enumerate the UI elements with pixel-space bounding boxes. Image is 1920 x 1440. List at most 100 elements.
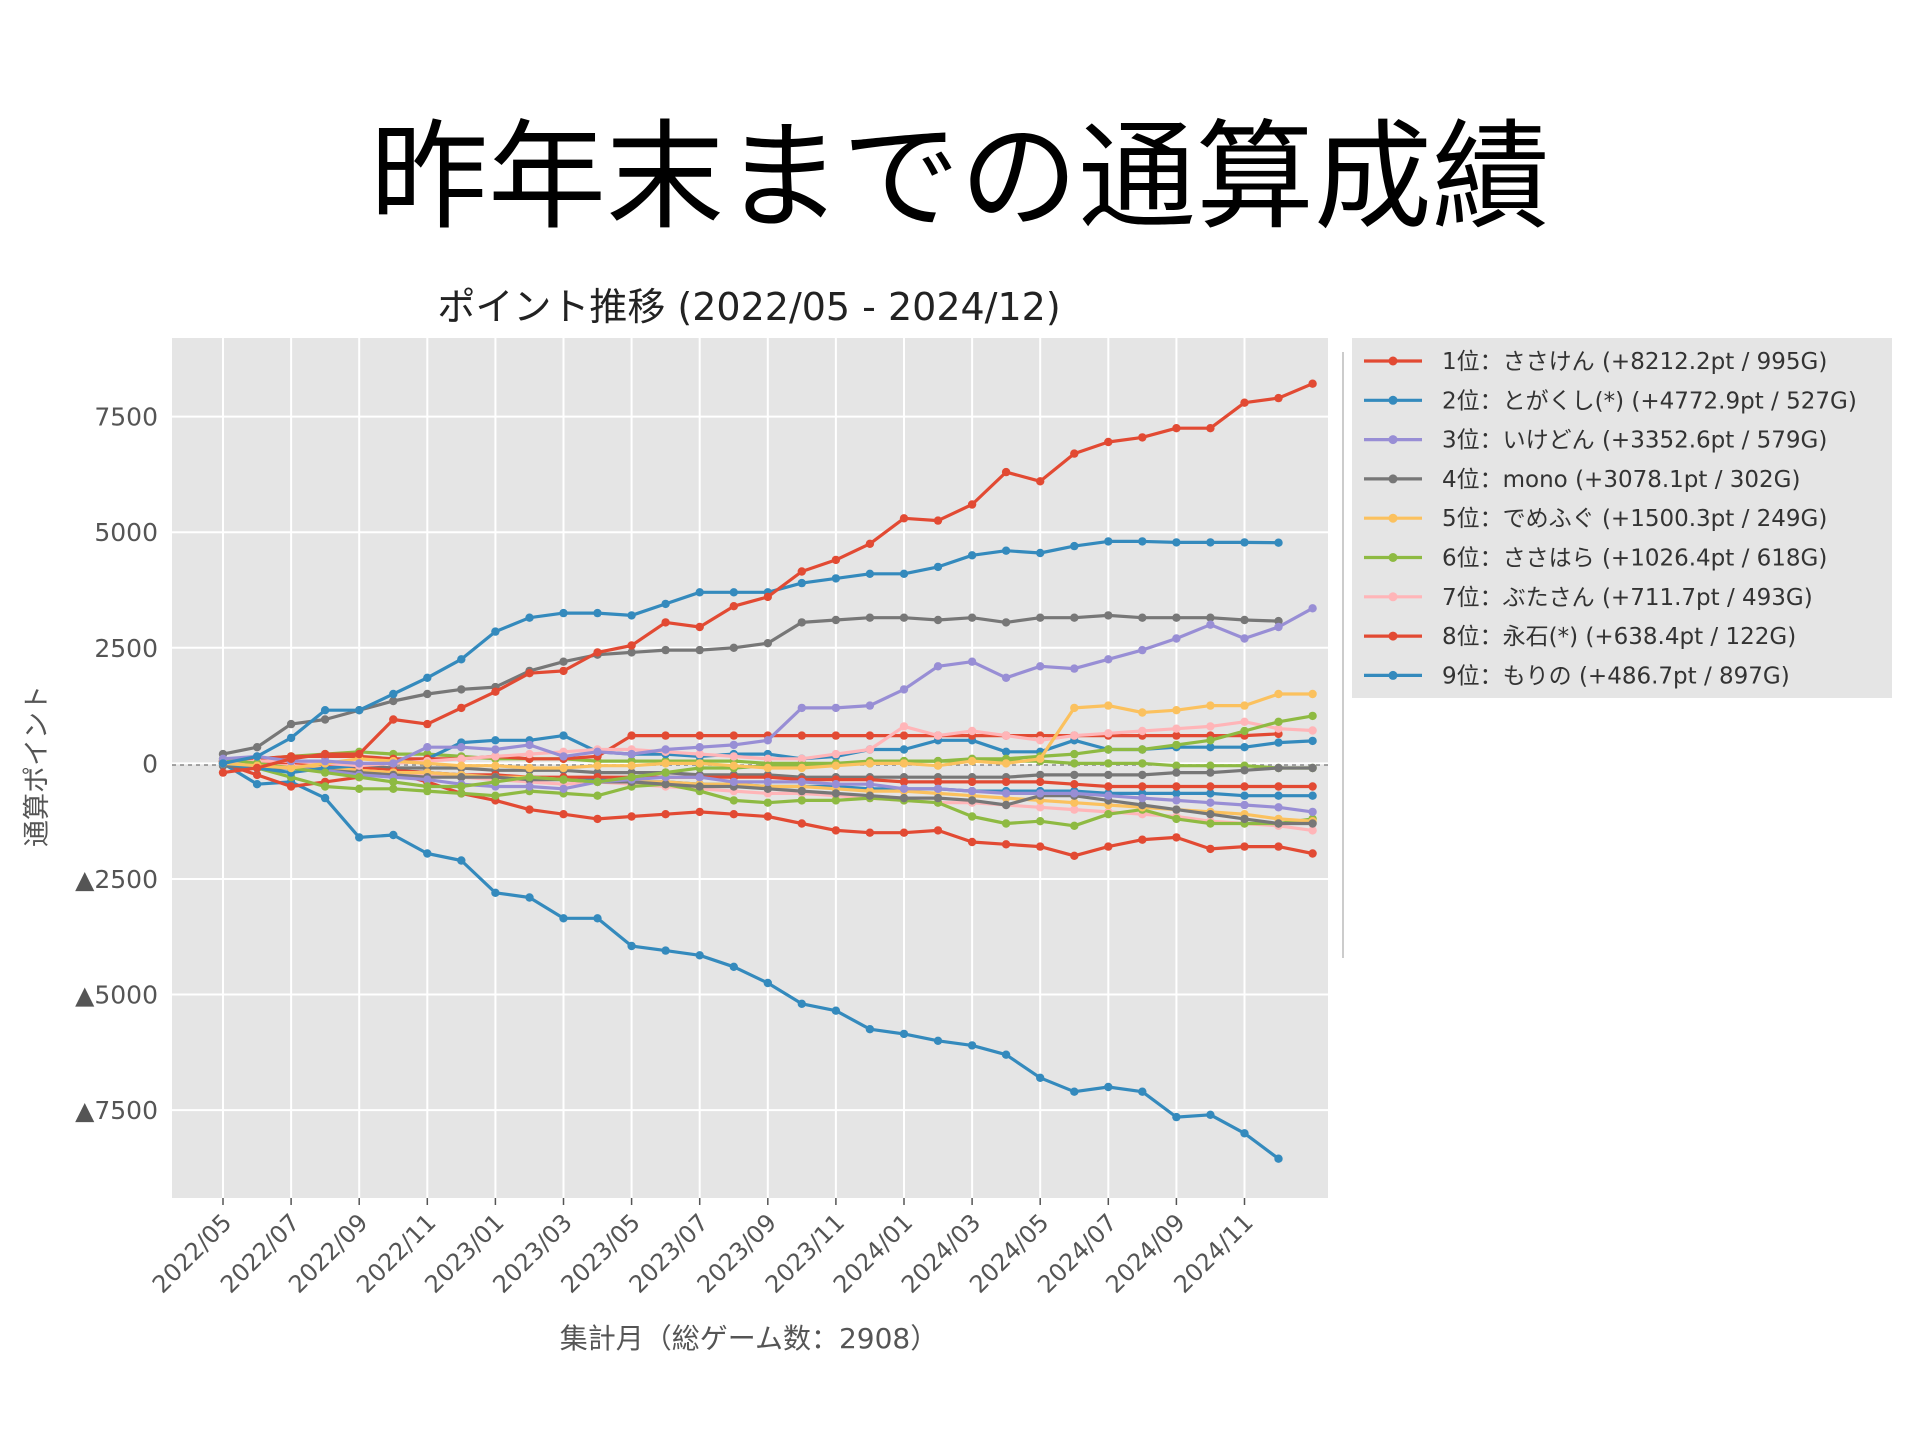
y-tick-label: 2500 <box>94 634 158 663</box>
series-point <box>1036 477 1045 486</box>
series-point <box>1001 731 1011 740</box>
series-point <box>1206 743 1215 752</box>
slide-title: 昨年末までの通算成績 <box>369 108 1550 246</box>
series-point <box>1070 703 1079 713</box>
series-point <box>899 784 909 793</box>
series-point <box>389 777 398 787</box>
series-point <box>593 791 602 800</box>
series-point <box>320 706 330 715</box>
series-point <box>1206 798 1215 807</box>
series-point <box>389 830 398 840</box>
series-point <box>797 777 806 787</box>
series-point <box>1070 541 1079 551</box>
y-tick-label: 5000 <box>94 518 158 547</box>
series-point <box>1070 805 1079 814</box>
series-point <box>1240 782 1249 791</box>
legend-item: 6位：ささはら (+1026.4pt / 618G) <box>1364 546 1827 572</box>
series-point <box>1240 800 1249 810</box>
series-point <box>389 784 398 793</box>
series-point <box>593 747 602 756</box>
series-point <box>695 759 704 768</box>
series-point <box>933 784 943 793</box>
series-point <box>967 657 977 666</box>
series-point <box>1036 613 1045 622</box>
legend-label: 9位：もりの (+486.7pt / 897G) <box>1442 663 1790 689</box>
series-point <box>423 719 432 729</box>
series-point <box>355 706 364 715</box>
series-point <box>1070 449 1079 458</box>
legend-swatch-point <box>1388 670 1398 680</box>
series-point <box>559 731 568 740</box>
legend-label: 1位：ささけん (+8212.2pt / 995G) <box>1442 349 1827 375</box>
series-point <box>661 731 670 740</box>
series-point <box>1001 800 1011 810</box>
series-point <box>1172 761 1181 770</box>
series-point <box>865 828 875 837</box>
series-point <box>1274 689 1283 699</box>
series-point <box>1036 777 1045 787</box>
series-point <box>729 752 738 761</box>
series-point <box>763 592 772 602</box>
series-point <box>865 780 875 789</box>
legend: 1位：ささけん (+8212.2pt / 995G) 2位：とがくし(*) (+4… <box>1342 338 1892 958</box>
series-point <box>559 914 568 923</box>
series-point <box>695 622 704 632</box>
series-point <box>1240 538 1249 547</box>
legend-swatch-point <box>1388 553 1398 562</box>
series-point <box>491 687 500 696</box>
series-point <box>831 796 841 805</box>
series-point <box>525 893 534 902</box>
series-point <box>865 701 875 710</box>
series-point <box>967 786 977 796</box>
series-point <box>661 745 670 754</box>
series-point <box>967 796 977 805</box>
series-point <box>797 819 806 828</box>
series-point <box>797 567 806 576</box>
series-point <box>1138 726 1147 736</box>
series-point <box>525 805 534 814</box>
series-point <box>1240 814 1249 824</box>
series-point <box>491 627 500 636</box>
legend-label: 2位：とがくし(*) (+4772.9pt / 527G) <box>1442 388 1857 414</box>
series-point <box>1036 842 1045 851</box>
series-point <box>1070 798 1079 807</box>
series-point <box>1138 708 1147 717</box>
series-point <box>1274 782 1283 791</box>
series-line <box>218 759 1283 1163</box>
legend-swatch-point <box>1388 592 1398 602</box>
series-point <box>1206 1110 1215 1120</box>
series-point <box>865 613 875 622</box>
series-point <box>831 703 841 713</box>
series-point <box>933 615 943 625</box>
series-point <box>1240 766 1249 775</box>
series-point <box>423 782 432 791</box>
series-point <box>1206 424 1215 433</box>
series-point <box>627 812 636 821</box>
series-point <box>627 731 636 740</box>
series-point <box>729 643 738 652</box>
series-point <box>1104 655 1113 664</box>
series-point <box>1308 782 1317 791</box>
legend-item: 4位：mono (+3078.1pt / 302G) <box>1364 467 1800 493</box>
legend-swatch-point <box>1388 631 1398 641</box>
series-point <box>627 749 636 759</box>
series-point <box>320 749 330 759</box>
series-point <box>1138 645 1147 655</box>
series-point <box>899 731 909 740</box>
legend-item: 1位：ささけん (+8212.2pt / 995G) <box>1364 349 1827 375</box>
series-point <box>525 613 534 622</box>
series-point <box>1206 819 1215 828</box>
series-point <box>1070 770 1079 780</box>
series-point <box>320 782 330 791</box>
series-point <box>1070 613 1079 622</box>
series-point <box>1036 662 1045 671</box>
series-point <box>559 763 568 773</box>
series-point <box>831 731 841 740</box>
series-point <box>1274 763 1283 773</box>
series-point <box>1274 393 1283 403</box>
series-point <box>797 754 806 763</box>
series-point <box>661 759 670 768</box>
series-point <box>252 763 262 773</box>
series-point <box>1104 745 1113 754</box>
series-point <box>1104 759 1113 768</box>
